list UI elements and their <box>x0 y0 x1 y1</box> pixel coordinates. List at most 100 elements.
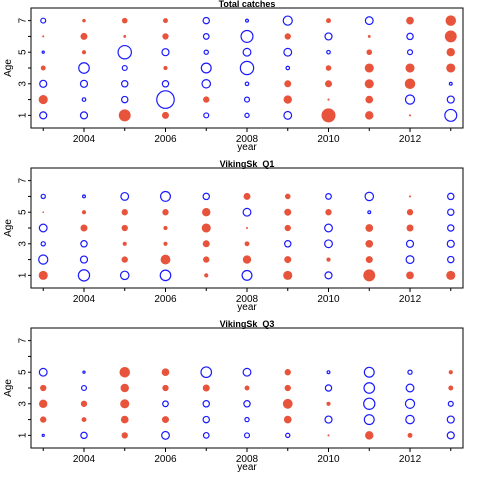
bubble-negative <box>79 111 89 120</box>
bubble-positive <box>326 18 331 24</box>
bubble-negative <box>203 49 209 55</box>
bubble-positive <box>118 109 131 122</box>
bubble-negative <box>447 255 455 264</box>
bubble-negative <box>364 191 375 202</box>
x-tick-label: 2012 <box>399 134 422 145</box>
bubble-positive <box>38 95 48 105</box>
x-tick-label: 2004 <box>73 454 96 465</box>
bubble-negative <box>364 16 374 26</box>
bubble-positive <box>404 78 416 90</box>
chart-title: Total catches <box>219 0 276 9</box>
bubble-negative <box>77 269 91 282</box>
bubble-negative <box>285 65 291 71</box>
bubble-positive <box>40 384 47 392</box>
bubble-positive <box>446 63 456 73</box>
bubble-negative <box>161 430 170 440</box>
bubble-positive <box>80 224 88 232</box>
bubble-negative <box>244 81 250 87</box>
bubble-negative <box>40 17 47 24</box>
bubble-positive <box>448 385 454 391</box>
bubble-positive <box>242 255 252 264</box>
x-axis-label: year <box>237 302 257 313</box>
bubble-positive <box>365 256 373 264</box>
chart-panel-1: Total catches 2004 2006 2008 2010 2012 1 3 5 7 yea… <box>3 0 464 153</box>
bubble-negative <box>241 269 253 281</box>
bubble-positive <box>365 239 374 248</box>
y-tick-label: 5 <box>18 369 29 375</box>
bubble-negative <box>446 431 455 440</box>
bubble-positive <box>203 96 210 103</box>
bubble-positive <box>161 416 169 424</box>
bubble-negative <box>202 33 210 40</box>
bubble-negative <box>324 32 333 41</box>
chart-panel-2: VikingSk_Q1 2004 2006 2008 2010 2012 1 3 5 7 year A… <box>3 159 464 313</box>
bubble-positive <box>204 273 209 278</box>
bubble-positive <box>202 208 211 217</box>
bubble-positive <box>408 195 412 198</box>
bubble-positive <box>202 384 210 392</box>
bubble-positive <box>42 211 45 214</box>
bubble-positive <box>282 398 293 409</box>
bubble-negative <box>243 96 251 103</box>
bubble-positive <box>245 226 249 230</box>
bubble-positive <box>163 18 168 24</box>
bubble-positive <box>364 79 374 89</box>
bubble-positive <box>406 16 414 25</box>
bubble-negative <box>324 223 333 233</box>
bubble-negative <box>243 400 251 408</box>
bubble-positive <box>405 63 415 73</box>
bubble-positive <box>366 49 373 56</box>
bubble-positive <box>81 50 87 55</box>
x-tick-label: 2008 <box>236 294 259 305</box>
bubble-positive <box>407 432 413 438</box>
chart-title: VikingSk_Q1 <box>220 159 275 169</box>
bubble-positive <box>38 270 48 280</box>
bubble-negative <box>285 432 291 439</box>
bubble-negative <box>447 224 455 232</box>
bubble-positive <box>367 35 371 38</box>
bubble-negative <box>120 95 129 104</box>
bubble-negative <box>39 79 48 88</box>
bubble-negative <box>324 239 333 249</box>
bubble-negative <box>161 48 170 57</box>
bubble-positive <box>40 416 47 423</box>
bubble-positive <box>326 401 331 406</box>
bubble-negative <box>245 18 250 23</box>
bubble-positive <box>325 80 333 88</box>
bubble-negative <box>324 271 333 280</box>
bubble-positive <box>40 65 46 71</box>
bubble-negative <box>119 270 130 281</box>
bubble-positive <box>203 256 210 263</box>
y-axis-label: Age <box>3 219 14 237</box>
bubble-positive <box>121 209 128 216</box>
bubble-negative <box>404 94 416 105</box>
bubble-negative <box>120 191 130 201</box>
y-tick-label: 1 <box>18 272 29 278</box>
bubble-positive <box>284 369 291 376</box>
bubble-negative <box>283 47 293 57</box>
bubble-negative <box>39 111 48 120</box>
bubble-positive <box>120 415 129 424</box>
bubble-negative <box>325 193 332 200</box>
bubble-positive <box>365 431 374 440</box>
bubble-positive <box>284 193 291 200</box>
bubble-negative <box>117 44 132 60</box>
bubble-positive <box>121 256 128 263</box>
bubble-positive <box>448 370 453 375</box>
chart-panel-3: VikingSk_Q3 2004 2006 2008 2010 2012 1 3 5 7 year A… <box>3 319 464 473</box>
bubble-positive <box>284 384 291 392</box>
y-tick-label: 3 <box>18 401 29 407</box>
bubble-negative <box>81 97 87 102</box>
bubble-negative <box>240 29 254 43</box>
bubble-negative <box>326 370 331 375</box>
bubble-negative <box>38 223 48 233</box>
bubble-positive <box>80 400 88 407</box>
bubble-positive <box>365 111 374 120</box>
bubble-negative <box>121 64 128 72</box>
bubble-negative <box>243 432 251 439</box>
bubble-positive <box>365 224 374 232</box>
bubble-negative <box>407 369 413 375</box>
bubble-negative <box>156 90 175 109</box>
bubble-negative <box>444 108 458 122</box>
